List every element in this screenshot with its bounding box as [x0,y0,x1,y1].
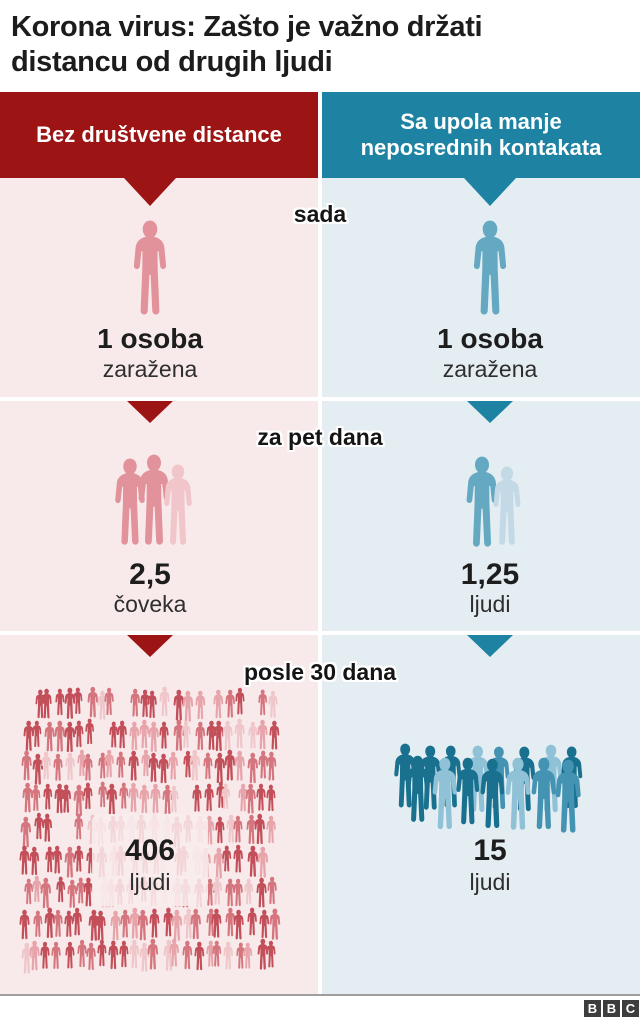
caption-left-row1: zaražena [102,356,198,382]
header-left-label: Bez društvene distance [36,122,282,147]
header-right-label: Sa upola manje neposrednih kontakata [360,109,602,160]
column-divider [318,92,322,994]
arrow-down-icon [464,178,516,206]
value-right-row3: 15 [473,834,507,867]
arrow-down-icon [467,635,513,657]
caption-left-row2: čoveka [113,591,187,617]
caption-right-row1: zaražena [442,356,538,382]
bbc-logo: B B C [584,1000,639,1017]
bbc-logo-letter: B [603,1000,620,1017]
value-left-row1: 1 osoba [97,323,203,354]
page-title: Korona virus: Zašto je važno držati dist… [11,11,483,78]
row-divider-1 [0,397,640,401]
person-partial-icon [160,464,196,546]
crowd-right-15 [390,742,590,834]
bbc-logo-letter: C [622,1000,639,1017]
value-left-row3: 406 [124,834,176,867]
person-partial-icon [489,466,525,546]
header-left-no-distancing: Bez društvene distance [0,92,318,178]
column-right-background [322,178,640,994]
arrow-down-icon [124,178,176,206]
arrow-down-icon [127,401,173,423]
row-label-thirty-days: posle 30 dana [243,659,397,685]
header-right-half-contacts: Sa upola manje neposrednih kontakata [322,92,640,178]
value-left-row2: 2,5 [129,558,171,591]
caption-left-row3: ljudi [129,869,171,895]
caption-right-row3: ljudi [469,869,511,895]
arrow-down-icon [127,635,173,657]
value-right-row1: 1 osoba [437,323,543,354]
person-icon [468,220,512,316]
row-label-five-days: za pet dana [257,424,383,450]
bbc-logo-letter: B [584,1000,601,1017]
row-divider-2 [0,631,640,635]
row-label-now: sada [293,201,347,227]
arrow-down-icon [467,401,513,423]
value-box-backdrop [92,814,208,906]
footer-divider [0,994,640,996]
value-right-row2: 1,25 [460,558,520,591]
person-icon [128,220,172,316]
caption-right-row2: ljudi [469,591,511,617]
